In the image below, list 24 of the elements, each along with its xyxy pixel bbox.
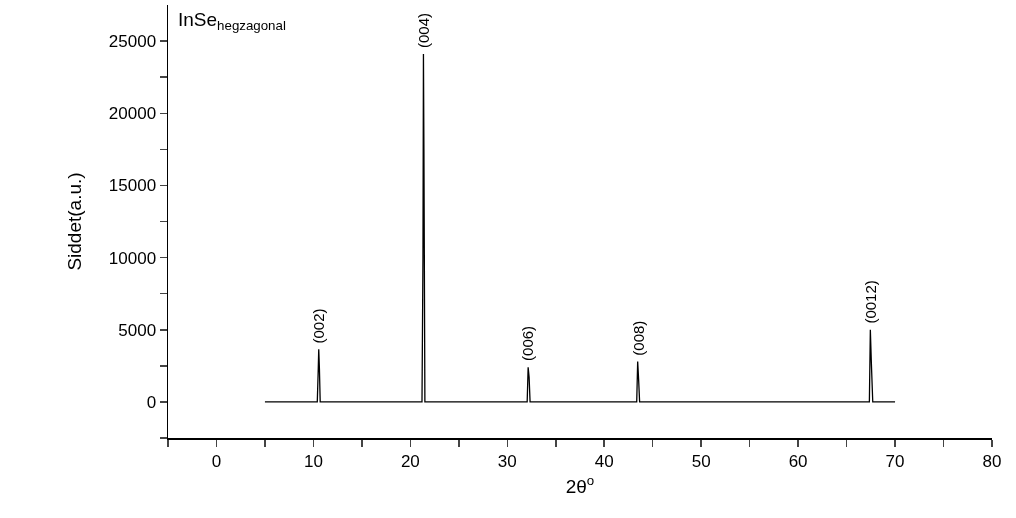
x-tick-label: 40 [594,451,614,471]
y-tick-label: 5000 [118,320,157,340]
y-tick-label: 0 [146,392,157,412]
x-axis-title: 2θ$^{o}$ [565,473,595,498]
annotation: (0012) [862,280,880,324]
annotation: (008) [629,320,647,356]
annotation: (006) [519,325,537,361]
annotation: (002) [310,308,328,344]
x-tick-label: 50 [691,451,711,471]
y-tick-label: 25000 [108,32,157,52]
x-tick-label: 10 [303,451,323,471]
x-tick-label: 70 [885,451,905,471]
y-tick-label: 10000 [108,248,157,268]
x-tick-label: 60 [788,451,808,471]
y-axis-title: Siddet(a.u.) [63,172,85,271]
y-tick-label: 15000 [108,176,157,196]
x-tick-label: 30 [497,451,517,471]
chart-title: InSe$_{hegzagonal}$ [178,9,286,33]
y-tick-label: 20000 [108,104,157,124]
x-tick-label: 80 [982,451,1002,471]
annotation: (004) [414,12,432,49]
x-tick-label: 0 [211,451,222,471]
x-tick-label: 20 [400,451,420,471]
line-series [264,53,896,403]
